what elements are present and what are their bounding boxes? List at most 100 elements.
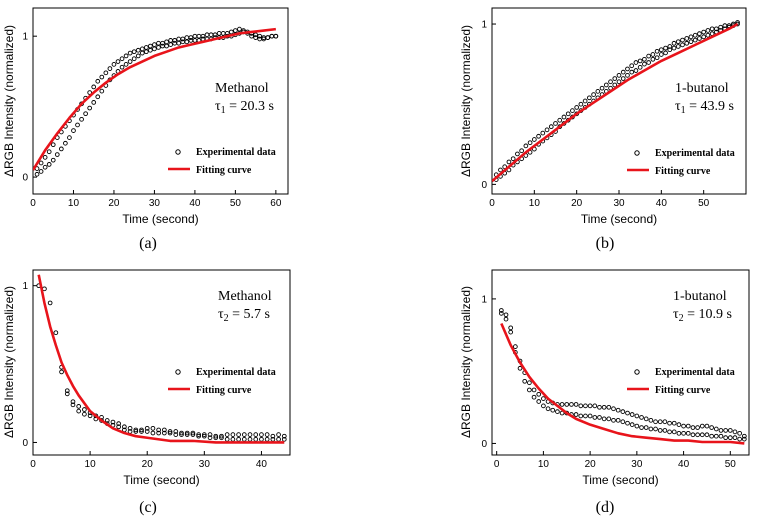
- data-point: [625, 420, 630, 426]
- data-point: [144, 425, 150, 431]
- data-point: [164, 39, 169, 45]
- data-point: [42, 164, 48, 170]
- data-point: [718, 433, 724, 439]
- data-point: [548, 124, 554, 130]
- data-point: [139, 50, 145, 56]
- data-point: [150, 430, 156, 436]
- data-point: [152, 42, 157, 47]
- data-point: [59, 369, 64, 375]
- data-point: [184, 430, 190, 436]
- data-point: [714, 26, 719, 32]
- x-tick-label: 30: [199, 459, 211, 470]
- data-point: [64, 388, 70, 394]
- data-point: [70, 402, 76, 408]
- data-point: [230, 432, 236, 437]
- panel-caption: (b): [596, 235, 615, 252]
- data-point: [676, 430, 682, 436]
- data-point: [38, 160, 44, 166]
- x-tick-label: 10: [538, 459, 550, 470]
- data-point: [718, 428, 724, 433]
- data-point: [527, 380, 532, 386]
- data-point: [219, 435, 224, 441]
- data-point: [663, 45, 668, 51]
- data-point: [555, 409, 560, 414]
- data-point: [599, 85, 605, 91]
- data-point: [34, 171, 40, 177]
- data-point: [741, 433, 747, 439]
- data-point: [143, 45, 149, 50]
- data-point: [164, 43, 169, 49]
- data-point: [233, 28, 238, 33]
- x-tick-label: 20: [585, 459, 597, 470]
- x-tick-label: 40: [189, 198, 201, 209]
- x-tick-label: 40: [256, 459, 268, 470]
- data-point: [184, 432, 190, 437]
- data-point: [103, 70, 109, 76]
- data-point: [587, 413, 593, 419]
- data-point: [709, 433, 714, 439]
- data-point: [123, 53, 129, 59]
- x-tick-label: 50: [698, 198, 710, 209]
- data-point: [569, 402, 574, 407]
- data-point: [127, 425, 133, 431]
- data-point: [264, 432, 270, 437]
- data-point: [176, 36, 182, 42]
- data-point: [667, 420, 672, 426]
- solvent-label: 1-butanol: [675, 81, 729, 96]
- data-point: [643, 425, 649, 430]
- x-tick-label: 10: [529, 198, 541, 209]
- tau-value: = 10.9 s: [684, 307, 732, 322]
- data-point: [212, 32, 218, 38]
- y-tick-label: 1: [481, 20, 487, 31]
- data-point: [701, 34, 707, 40]
- x-tick-label: 0: [494, 459, 500, 470]
- legend-label: Fitting curve: [196, 385, 252, 396]
- data-point: [184, 39, 190, 45]
- x-tick-label: 10: [68, 198, 80, 209]
- data-point: [71, 128, 76, 133]
- legend: Experimental data Fitting curve: [627, 148, 735, 177]
- data-point: [67, 135, 72, 140]
- data-point: [168, 42, 173, 47]
- data-point: [633, 60, 639, 65]
- data-point: [506, 159, 512, 165]
- data-point: [648, 417, 654, 423]
- data-point: [597, 415, 602, 420]
- legend-marker-points: [175, 369, 181, 375]
- data-point: [527, 140, 533, 146]
- data-point: [269, 33, 275, 39]
- data-point: [690, 432, 696, 438]
- data-point: [224, 432, 230, 437]
- data-point: [83, 111, 88, 117]
- data-point: [611, 417, 616, 423]
- data-point: [144, 429, 150, 434]
- data-point: [276, 436, 281, 442]
- data-point: [662, 428, 668, 433]
- data-point: [582, 98, 588, 104]
- data-point: [653, 419, 658, 425]
- data-point: [671, 45, 677, 51]
- data-point: [578, 101, 584, 107]
- panel-caption: (c): [139, 499, 157, 516]
- x-tick-label: 50: [725, 459, 737, 470]
- legend-label: Fitting curve: [655, 385, 711, 396]
- data-point: [241, 432, 247, 437]
- data-point: [642, 61, 647, 67]
- data-point: [732, 435, 738, 441]
- data-point: [697, 36, 702, 41]
- data-point: [135, 47, 141, 53]
- data-point: [625, 66, 630, 72]
- data-point: [522, 378, 528, 384]
- data-point: [597, 404, 602, 410]
- data-point: [131, 49, 137, 55]
- data-point: [704, 432, 710, 438]
- data-point: [718, 24, 723, 30]
- data-point: [583, 403, 588, 409]
- data-point: [204, 32, 210, 38]
- data-point: [38, 169, 44, 174]
- data-point: [574, 105, 580, 110]
- x-tick-label: 0: [30, 459, 36, 470]
- data-point: [237, 26, 242, 32]
- data-point: [508, 329, 514, 335]
- data-point: [612, 82, 618, 88]
